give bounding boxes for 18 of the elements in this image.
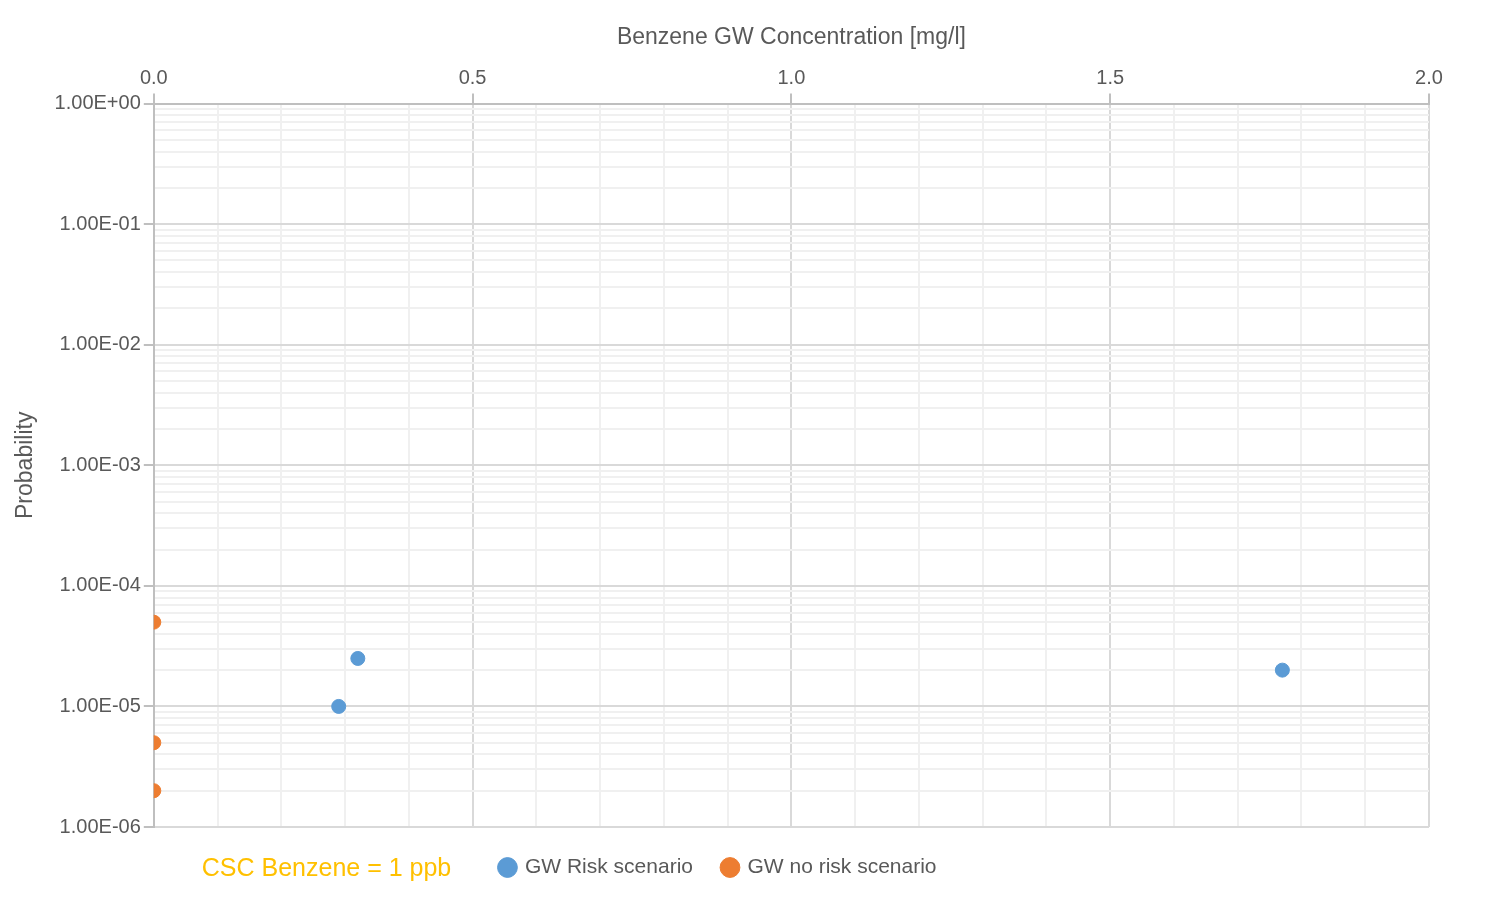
y-tick-label: 1.00E-05 xyxy=(59,693,141,716)
x-tick-label: 0.0 xyxy=(139,66,168,89)
y-tick-label: 1.00E-02 xyxy=(59,332,141,355)
text: CSC Benzene = 1 ppb xyxy=(201,852,452,881)
x-tick-label: 1.5 xyxy=(1096,66,1125,89)
x-tick-label: 2.0 xyxy=(1415,66,1443,89)
y-axis-title: Probability xyxy=(11,411,38,519)
x-tick-label: 0.5 xyxy=(458,66,487,89)
legend-label: GW no risk scenario xyxy=(747,854,937,878)
x-tick-label: 1.0 xyxy=(777,66,806,89)
legend-label: GW Risk scenario xyxy=(524,854,693,878)
y-tick-label: 1.00E+00 xyxy=(54,91,141,114)
y-tick-label: 1.00E-01 xyxy=(59,211,141,234)
y-tick-label: 1.00E-04 xyxy=(59,573,141,596)
y-tick-label: 1.00E-06 xyxy=(59,814,141,837)
y-tick-label: 1.00E-03 xyxy=(59,452,141,475)
point xyxy=(1274,662,1290,678)
x-axis-title: Benzene GW Concentration [mg/l] xyxy=(616,23,966,50)
